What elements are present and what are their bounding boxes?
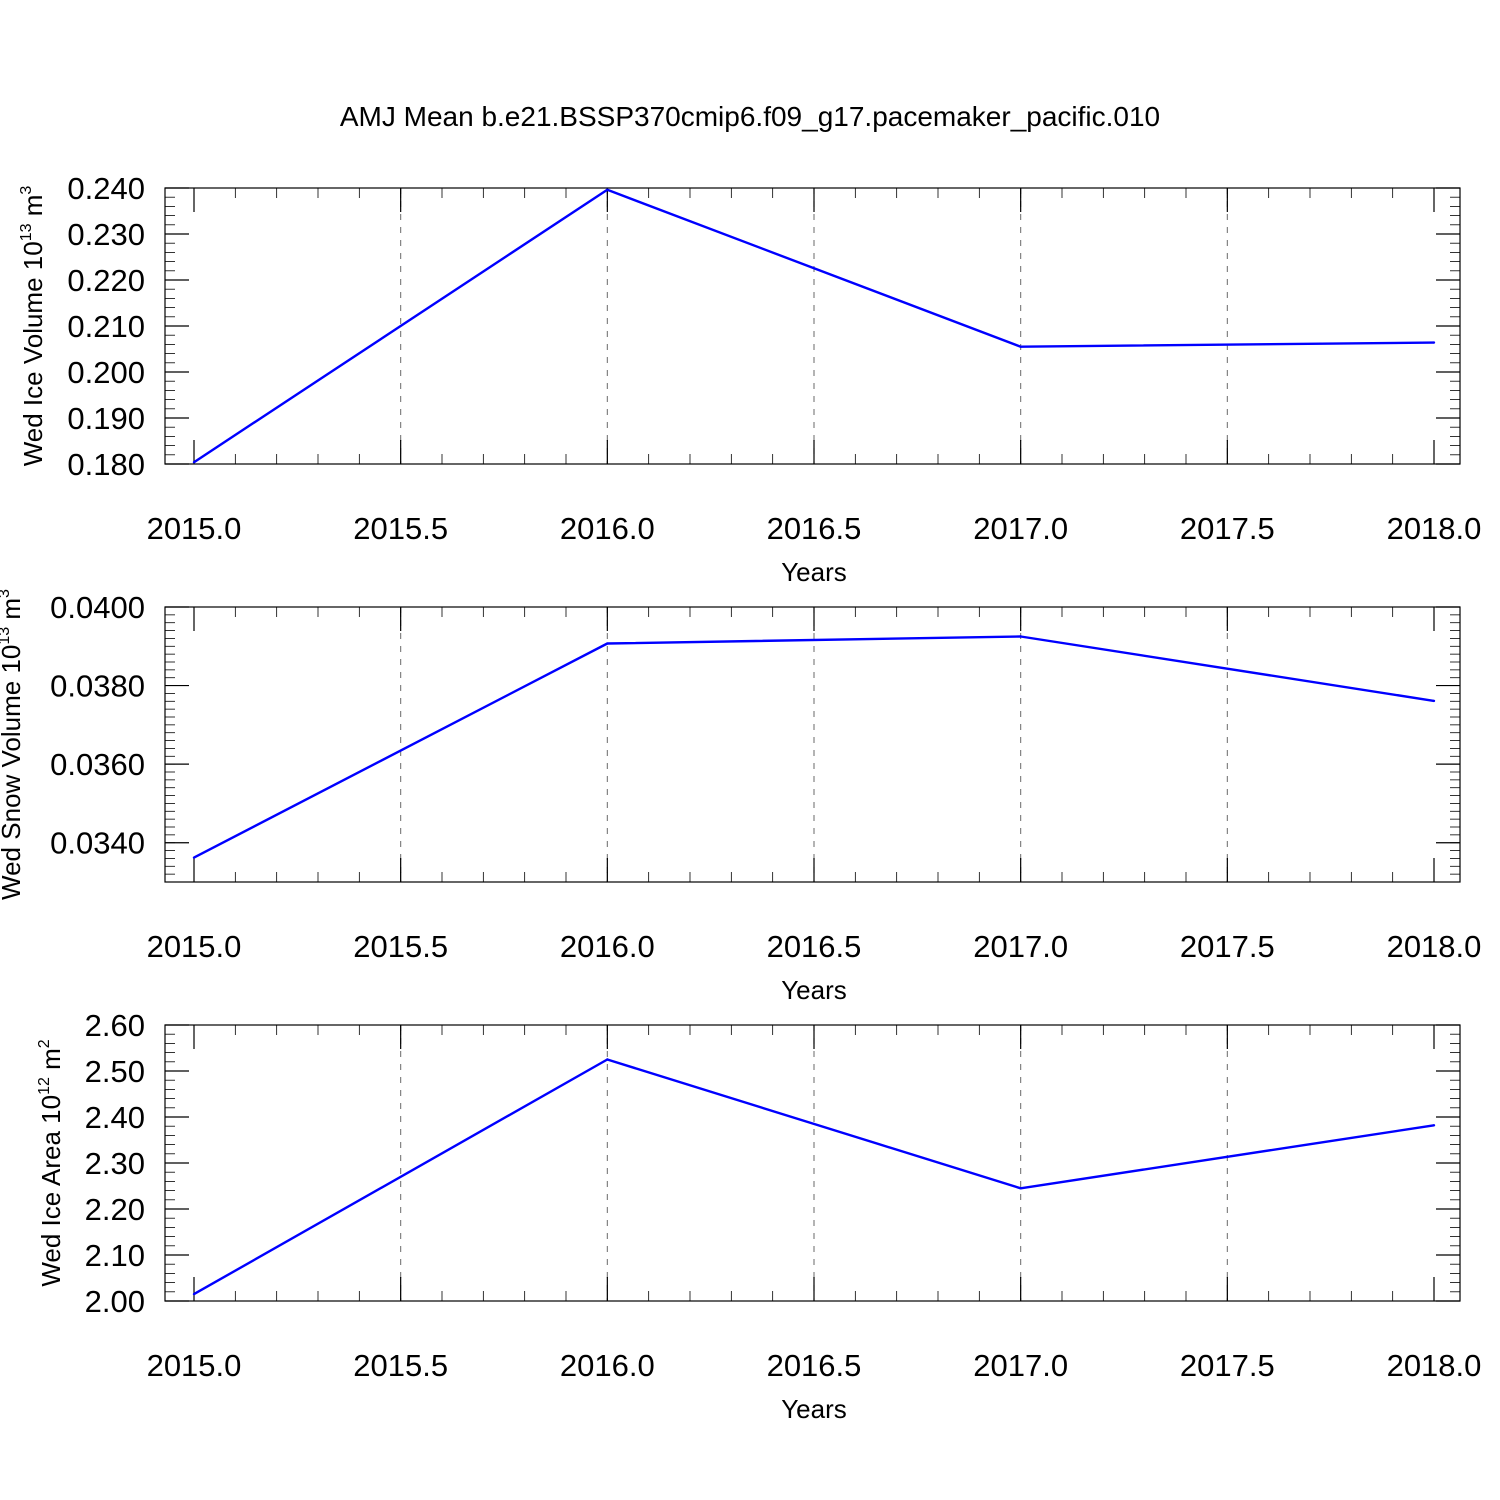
x-tick-label: 2017.5 bbox=[1180, 929, 1275, 964]
x-tick-label: 2016.0 bbox=[560, 511, 655, 546]
chart-panel-3: 2015.0 2015.5 2016.0 2016.5 2017.0 2017.5 2018… bbox=[36, 1008, 1481, 1424]
y-axis-label-prefix: Wed Ice Volume 10 bbox=[18, 241, 48, 466]
y-axis-label-unit: m bbox=[36, 1048, 66, 1077]
y-tick-label: 0.230 bbox=[67, 217, 145, 252]
series-line bbox=[193, 635, 1435, 859]
y-axis-label-unit-exponent: 3 bbox=[0, 589, 13, 598]
y-tick-label: 0.200 bbox=[67, 355, 145, 390]
x-tick-label: 2016.5 bbox=[767, 1348, 862, 1383]
x-tick-label: 2015.5 bbox=[353, 929, 448, 964]
chart-title: AMJ Mean b.e21.BSSP370cmip6.f09_g17.pace… bbox=[340, 101, 1160, 132]
data-point bbox=[1432, 1124, 1436, 1127]
y-axis-label-exponent: 12 bbox=[36, 1077, 53, 1095]
x-tick-label: 2018.0 bbox=[1387, 929, 1482, 964]
x-tick-label: 2016.0 bbox=[560, 929, 655, 964]
y-tick-label: 2.20 bbox=[85, 1192, 145, 1227]
y-tick-label: 2.40 bbox=[85, 1100, 145, 1135]
y-tick-label: 2.50 bbox=[85, 1054, 145, 1089]
y-tick-label: 0.190 bbox=[67, 401, 145, 436]
data-point bbox=[606, 1058, 609, 1061]
data-point bbox=[1432, 699, 1436, 703]
x-tick-label: 2016.5 bbox=[767, 511, 862, 546]
x-tick-label: 2017.0 bbox=[973, 1348, 1068, 1383]
x-tick-label: 2018.0 bbox=[1387, 511, 1482, 546]
x-tick-label: 2015.5 bbox=[353, 511, 448, 546]
y-axis-label: Wed Ice Volume 1013 m3 bbox=[18, 186, 48, 467]
y-axis-label-prefix: Wed Snow Volume 10 bbox=[0, 645, 26, 900]
y-axis-label: Wed Snow Volume 1013 m3 bbox=[0, 589, 26, 900]
chart-panel-1: 2015.0 2015.5 2016.0 2016.5 2017.0 2017.5 2018… bbox=[18, 171, 1481, 587]
y-axis-label-unit-exponent: 3 bbox=[18, 186, 35, 195]
y-tick-label: 0.210 bbox=[67, 309, 145, 344]
data-point bbox=[1019, 635, 1022, 638]
x-tick-label: 2015.0 bbox=[147, 511, 242, 546]
y-axis-label-unit-exponent: 2 bbox=[36, 1039, 53, 1048]
x-tick-label: 2017.0 bbox=[973, 929, 1068, 964]
x-tick-label: 2017.5 bbox=[1180, 511, 1275, 546]
y-tick-label: 2.60 bbox=[85, 1008, 145, 1043]
y-axis-label-unit: m bbox=[18, 195, 48, 224]
y-axis-label-exponent: 13 bbox=[18, 223, 35, 241]
data-point bbox=[192, 856, 196, 859]
data-point bbox=[1019, 1187, 1022, 1190]
series-line bbox=[193, 188, 1435, 464]
x-tick-label: 2015.0 bbox=[147, 929, 242, 964]
data-point bbox=[1432, 341, 1436, 344]
y-tick-label: 0.240 bbox=[67, 171, 145, 206]
y-tick-label: 0.0340 bbox=[50, 826, 145, 861]
x-axis-label: Years bbox=[781, 975, 847, 1005]
data-point bbox=[192, 460, 196, 464]
data-point bbox=[606, 188, 609, 192]
data-point bbox=[606, 642, 609, 645]
chart-panels: 2015.0 2015.5 2016.0 2016.5 2017.0 2017.5 2018… bbox=[0, 171, 1481, 1424]
y-axis-label: Wed Ice Area 1012 m2 bbox=[36, 1039, 66, 1286]
series-line bbox=[193, 1058, 1435, 1296]
plot-frame bbox=[164, 606, 1461, 883]
x-tick-label: 2017.0 bbox=[973, 511, 1068, 546]
y-axis-label-prefix: Wed Ice Area 10 bbox=[36, 1095, 66, 1287]
x-tick-label: 2016.5 bbox=[767, 929, 862, 964]
x-tick-label: 2017.5 bbox=[1180, 1348, 1275, 1383]
y-tick-label: 2.00 bbox=[85, 1284, 145, 1319]
y-tick-label: 0.0360 bbox=[50, 747, 145, 782]
x-tick-label: 2015.5 bbox=[353, 1348, 448, 1383]
y-tick-label: 0.0400 bbox=[50, 590, 145, 625]
x-axis-label: Years bbox=[781, 1394, 847, 1424]
x-tick-label: 2016.0 bbox=[560, 1348, 655, 1383]
y-tick-label: 0.220 bbox=[67, 263, 145, 298]
y-tick-label: 0.180 bbox=[67, 447, 145, 482]
y-tick-label: 2.30 bbox=[85, 1146, 145, 1181]
y-axis-label-unit: m bbox=[0, 598, 26, 627]
y-tick-label: 2.10 bbox=[85, 1238, 145, 1273]
x-tick-label: 2018.0 bbox=[1387, 1348, 1482, 1383]
chart-panel-2: 2015.0 2015.5 2016.0 2016.5 2017.0 2017.5 2018… bbox=[0, 589, 1481, 1005]
x-axis-label: Years bbox=[781, 557, 847, 587]
data-point bbox=[192, 1292, 196, 1296]
y-axis-label-exponent: 13 bbox=[0, 627, 13, 645]
data-point bbox=[1019, 345, 1022, 348]
x-tick-label: 2015.0 bbox=[147, 1348, 242, 1383]
y-tick-label: 0.0380 bbox=[50, 669, 145, 704]
